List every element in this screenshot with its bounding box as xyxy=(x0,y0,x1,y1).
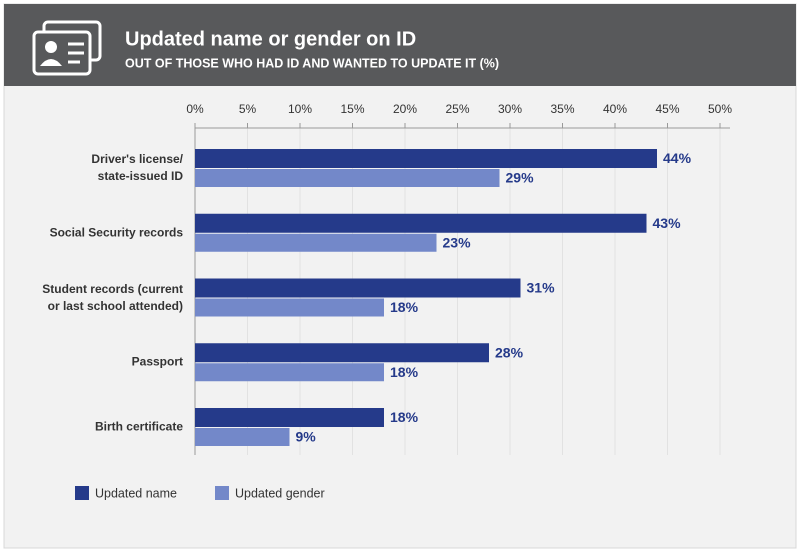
legend-swatch xyxy=(75,486,89,500)
category-label: Student records (current or last school … xyxy=(42,281,183,313)
bar xyxy=(195,343,489,363)
category-label: Driver's license/ state-issued ID xyxy=(91,152,183,183)
bar xyxy=(195,169,500,187)
header xyxy=(4,4,796,86)
bar xyxy=(195,298,384,317)
value-label: 18% xyxy=(390,409,419,425)
chart-subtitle: OUT OF THOSE WHO HAD ID AND WANTED TO UP… xyxy=(125,56,499,70)
x-tick-label: 10% xyxy=(288,102,312,116)
category-label: Birth certificate xyxy=(94,419,183,434)
bar xyxy=(195,149,657,168)
x-tick-label: 50% xyxy=(708,102,732,116)
x-tick-label: 5% xyxy=(239,102,257,116)
chart-title: Updated name or gender on ID xyxy=(125,28,416,50)
x-tick-label: 25% xyxy=(445,102,469,116)
category-label: Passport xyxy=(131,354,183,369)
legend-swatch xyxy=(215,486,229,500)
value-label: 18% xyxy=(390,299,419,315)
x-tick-label: 40% xyxy=(603,102,627,116)
value-label: 44% xyxy=(663,150,692,166)
x-tick-label: 15% xyxy=(340,102,364,116)
value-label: 18% xyxy=(390,364,419,380)
bar xyxy=(195,213,647,233)
x-tick-label: 20% xyxy=(393,102,417,116)
category-label: Social Security records xyxy=(49,225,183,240)
bar xyxy=(195,408,384,427)
value-label: 23% xyxy=(443,234,472,250)
value-label: 29% xyxy=(506,170,535,186)
legend-label: Updated gender xyxy=(235,486,325,500)
x-tick-label: 30% xyxy=(498,102,522,116)
id-icon xyxy=(32,20,102,76)
value-label: 43% xyxy=(653,215,682,231)
value-label: 28% xyxy=(495,344,524,360)
x-tick-label: 35% xyxy=(550,102,574,116)
bar xyxy=(195,278,521,298)
value-label: 31% xyxy=(527,280,556,296)
bar xyxy=(195,428,290,446)
x-tick-label: 0% xyxy=(186,102,204,116)
bar xyxy=(195,233,437,252)
legend-label: Updated name xyxy=(95,486,177,500)
value-label: 9% xyxy=(296,429,317,445)
background xyxy=(3,3,797,549)
x-tick-label: 45% xyxy=(655,102,679,116)
bar xyxy=(195,363,384,382)
